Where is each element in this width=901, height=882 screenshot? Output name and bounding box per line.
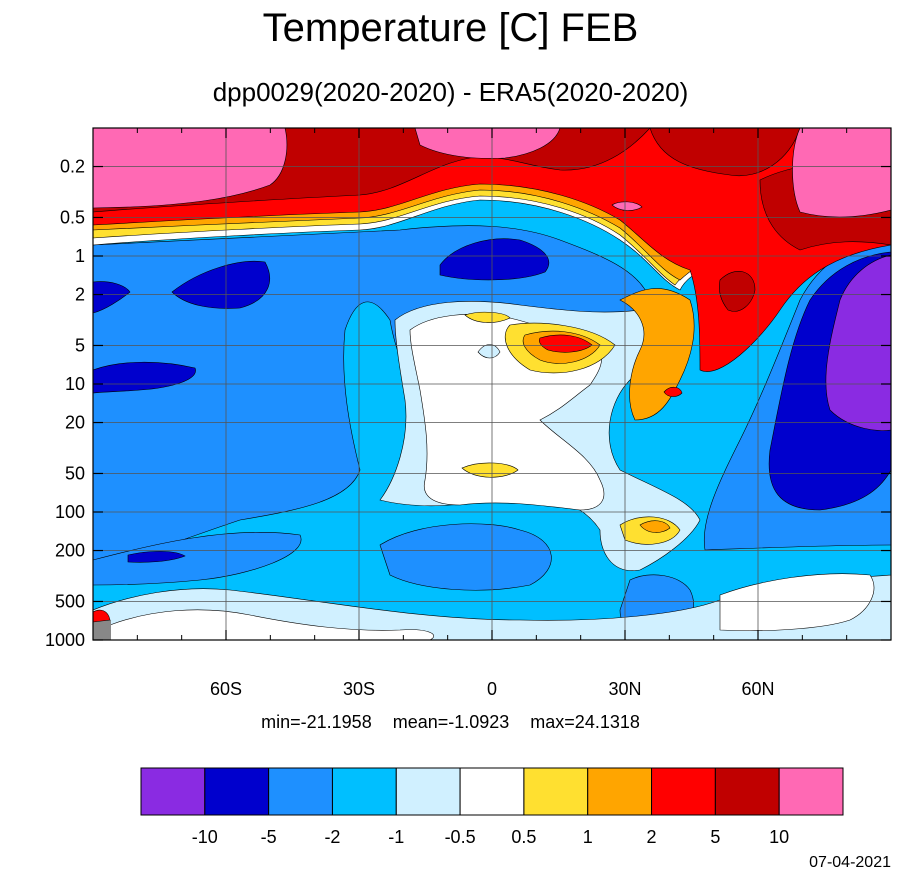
region-5-10-mid: [718, 271, 756, 312]
region-gt10-south: [93, 128, 288, 209]
region-warm-sfc: [93, 609, 111, 623]
y-tick-label: 50: [65, 463, 85, 483]
x-tick-label: 0: [487, 679, 497, 699]
region-minus05-05-north: [719, 573, 875, 631]
y-tick-label: 0.5: [60, 207, 85, 227]
colorbar-label: -0.5: [445, 827, 476, 847]
y-tick-label: 1: [75, 246, 85, 266]
y-tick-label: 2: [75, 285, 85, 305]
y-axis: 0.2 0.5 1 2 5 10 20 50 100 200 500 1000: [45, 157, 891, 650]
region-minus10-minus5-c: [93, 281, 131, 314]
x-tick-label: 60N: [741, 679, 774, 699]
colorbar-box: [204, 767, 270, 816]
colorbar-box: [523, 767, 589, 816]
missing-data-patch: [93, 620, 111, 640]
x-axis: 60S 30S 0 30N 60N: [136, 128, 848, 699]
colorbar-label: -5: [261, 827, 277, 847]
region-5-10-small-2: [663, 386, 683, 397]
colorbar-box: [140, 767, 206, 816]
colorbar-box: [651, 767, 716, 816]
y-tick-label: 10: [65, 374, 85, 394]
footer-date: 07-04-2021: [809, 854, 891, 871]
x-tick-label: 30S: [343, 679, 375, 699]
region-gt10-trop: [414, 128, 561, 159]
y-tick-label: 500: [55, 591, 85, 611]
region-minus10-minus5-e: [127, 551, 186, 563]
region-lt-minus10-north: [825, 254, 891, 431]
colorbar-label: 5: [710, 827, 720, 847]
colorbar-box: [395, 767, 461, 816]
colorbar-box: [587, 767, 653, 816]
colorbar-label: 10: [769, 827, 789, 847]
chart-title: Temperature [C] FEB: [262, 6, 639, 50]
region-1-2-trop-d: [639, 520, 671, 533]
x-tick-label: 30N: [608, 679, 641, 699]
colorbar-box: [778, 767, 844, 816]
region-gt10-north: [792, 128, 891, 218]
colorbar-label: 1: [583, 827, 593, 847]
region-minus5-minus2-c: [93, 532, 302, 586]
chart-subtitle: dpp0029(2020-2020) - ERA5(2020-2020): [212, 77, 689, 107]
region-minus05-05-small: [477, 344, 501, 359]
y-tick-label: 0.2: [60, 157, 85, 177]
region-minus5-minus2-b: [379, 523, 552, 591]
y-tick-label: 100: [55, 502, 85, 522]
x-tick-label: 60S: [210, 679, 242, 699]
region-5-10-trop-a: [538, 334, 593, 353]
y-tick-label: 200: [55, 541, 85, 561]
colorbar-label: -2: [324, 827, 340, 847]
stats-line: min=-21.1958 mean=-1.0923 max=24.1318: [261, 712, 640, 732]
region-05-1-trop-b: [464, 311, 511, 323]
colorbar-label: 2: [647, 827, 657, 847]
colorbar-box: [714, 767, 780, 816]
y-tick-label: 5: [75, 335, 85, 355]
y-tick-label: 20: [65, 413, 85, 433]
colorbar: -10 -5 -2 -1 -0.5 0.5 1 2 5 10: [140, 767, 844, 847]
region-minus10-minus5-a: [439, 238, 550, 281]
colorbar-label: 0.5: [511, 827, 536, 847]
y-tick-label: 1000: [45, 630, 85, 650]
colorbar-label: -1: [388, 827, 404, 847]
colorbar-box: [459, 767, 525, 816]
contour-field: [93, 128, 891, 640]
colorbar-label: -10: [192, 827, 218, 847]
colorbar-box: [268, 767, 333, 816]
region-gt10-small: [611, 201, 643, 211]
region-minus10-minus5-b: [171, 261, 270, 309]
region-minus05-05-south: [109, 609, 435, 640]
region-minus10-minus5-d: [93, 361, 196, 394]
colorbar-box: [331, 767, 397, 816]
